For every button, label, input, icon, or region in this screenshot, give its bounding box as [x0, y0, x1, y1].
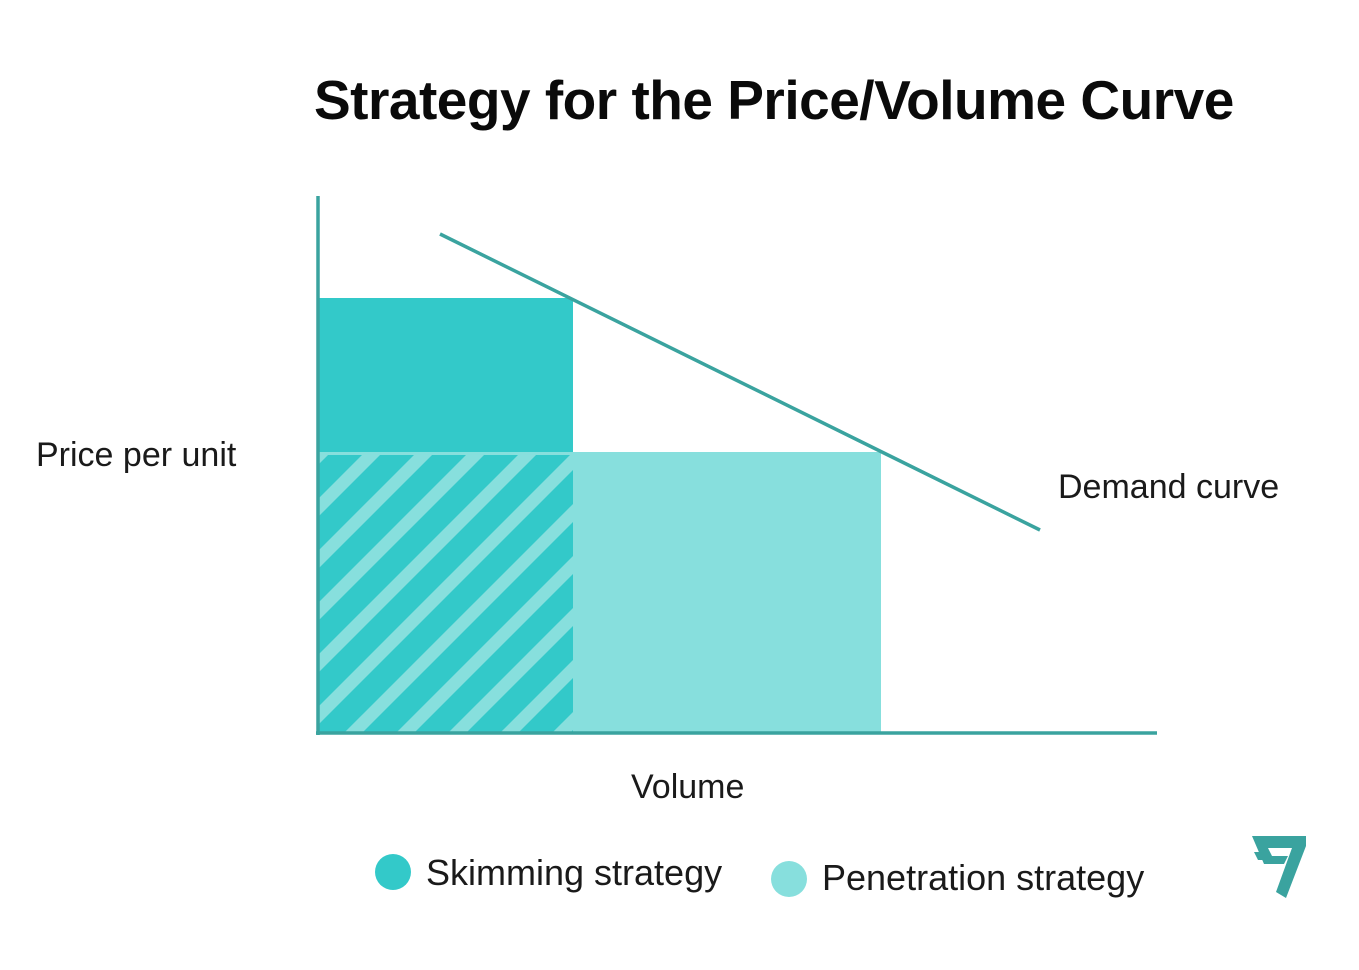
hatch-stripe	[518, 678, 573, 733]
brand-logo-icon	[1252, 836, 1306, 898]
hatch-stripe	[466, 626, 573, 733]
legend-label-penetration: Penetration strategy	[822, 857, 1145, 898]
diagram-title: Strategy for the Price/Volume Curve	[314, 69, 1234, 131]
hatch-stripe	[318, 455, 414, 551]
overlap-hatch-pattern	[0, 430, 573, 760]
hatch-stripe	[318, 470, 573, 733]
x-axis-label: Volume	[631, 768, 745, 806]
legend-label-skimming: Skimming strategy	[426, 852, 723, 893]
hatch-stripe	[0, 430, 318, 760]
demand-curve-line	[439, 232, 1041, 532]
hatch-stripe	[362, 522, 573, 733]
hatch-stripe	[414, 574, 573, 733]
demand-curve-label: Demand curve	[1058, 468, 1280, 506]
legend-swatch-penetration	[771, 861, 807, 897]
hatch-stripe	[318, 455, 518, 655]
hatch-stripe	[318, 455, 466, 603]
y-axis-label: Price per unit	[36, 436, 237, 474]
legend-swatch-skimming	[375, 854, 411, 890]
skimming-strategy-area	[318, 298, 573, 455]
hatch-stripe	[318, 455, 570, 707]
